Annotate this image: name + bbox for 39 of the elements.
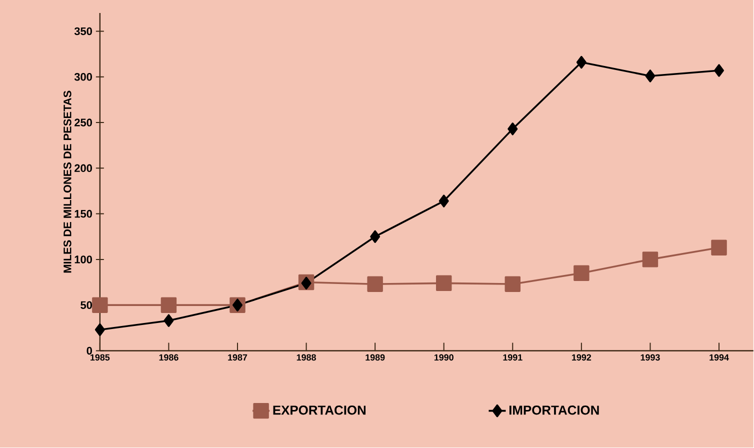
- point: [711, 240, 727, 256]
- x-tick-label: 1989: [366, 354, 385, 361]
- x-tick-label: 1987: [228, 354, 248, 361]
- x-tick-label: 1990: [434, 354, 454, 361]
- point: [301, 276, 312, 290]
- x-tick-label: 1985: [90, 354, 110, 361]
- y-tick-label: 350: [74, 28, 92, 36]
- point: [370, 230, 380, 244]
- point: [160, 297, 177, 314]
- y-tick-label: 100: [74, 256, 92, 264]
- y-tick-label: 200: [74, 164, 92, 172]
- x-tick-label: 1986: [159, 354, 178, 361]
- legend-label: IMPORTACION: [509, 406, 599, 415]
- point: [438, 194, 449, 208]
- x-tick-label: 1988: [296, 354, 316, 361]
- point: [645, 70, 656, 83]
- y-tick-label: 50: [80, 301, 92, 310]
- point: [714, 64, 724, 78]
- x-tick-label: 1993: [640, 354, 660, 361]
- y-tick-label: 250: [74, 118, 92, 127]
- point: [508, 122, 518, 136]
- y-axis-title: MILES DE MILLONES DE PESETAS: [64, 90, 72, 273]
- x-tick-label: 1994: [710, 354, 729, 361]
- point: [642, 252, 658, 268]
- x-tick-label: 1992: [572, 354, 592, 361]
- point: [574, 265, 590, 282]
- point: [576, 56, 586, 69]
- legend-label: EXPORTACION: [273, 406, 366, 415]
- y-tick-label: 0: [86, 347, 92, 355]
- point: [232, 298, 243, 312]
- point: [92, 297, 108, 314]
- y-tick-label: 300: [74, 73, 92, 81]
- x-tick-label: 1991: [503, 354, 522, 361]
- point: [367, 276, 383, 292]
- point: [436, 275, 452, 292]
- point: [94, 324, 105, 336]
- point: [164, 314, 174, 328]
- y-tick-label: 150: [74, 210, 92, 218]
- point: [504, 276, 521, 292]
